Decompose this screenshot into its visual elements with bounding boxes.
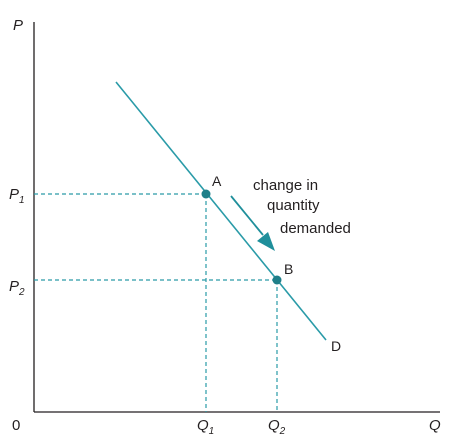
point-b bbox=[272, 275, 282, 285]
annotation-line-1: change in bbox=[253, 177, 318, 194]
p2-tick-base: P bbox=[9, 278, 19, 295]
demand-curve-label: D bbox=[331, 338, 341, 354]
y-axis-label: P bbox=[13, 17, 23, 34]
q2-tick-label: Q2 bbox=[268, 417, 286, 437]
point-a bbox=[201, 189, 211, 199]
q1-tick-sub: 1 bbox=[209, 426, 215, 437]
p1-tick-base: P bbox=[9, 186, 19, 203]
x-axis-label: Q bbox=[429, 417, 441, 434]
q1-tick-label: Q1 bbox=[197, 417, 214, 437]
p2-tick-sub: 2 bbox=[18, 287, 25, 298]
q1-tick-base: Q bbox=[197, 417, 209, 434]
q2-tick-sub: 2 bbox=[279, 426, 286, 437]
movement-arrow-head bbox=[257, 232, 275, 251]
movement-arrow-shaft bbox=[230, 195, 264, 236]
annotation-line-2: quantity bbox=[267, 197, 320, 214]
origin-label: 0 bbox=[12, 417, 20, 434]
point-a-label: A bbox=[212, 173, 222, 189]
p2-tick-label: P2 bbox=[9, 278, 25, 298]
p1-tick-sub: 1 bbox=[19, 195, 25, 206]
demand-curve bbox=[115, 81, 327, 341]
annotation-line-3: demanded bbox=[280, 220, 351, 237]
p1-tick-label: P1 bbox=[9, 186, 25, 206]
q2-tick-base: Q bbox=[268, 417, 280, 434]
point-b-label: B bbox=[284, 261, 293, 277]
